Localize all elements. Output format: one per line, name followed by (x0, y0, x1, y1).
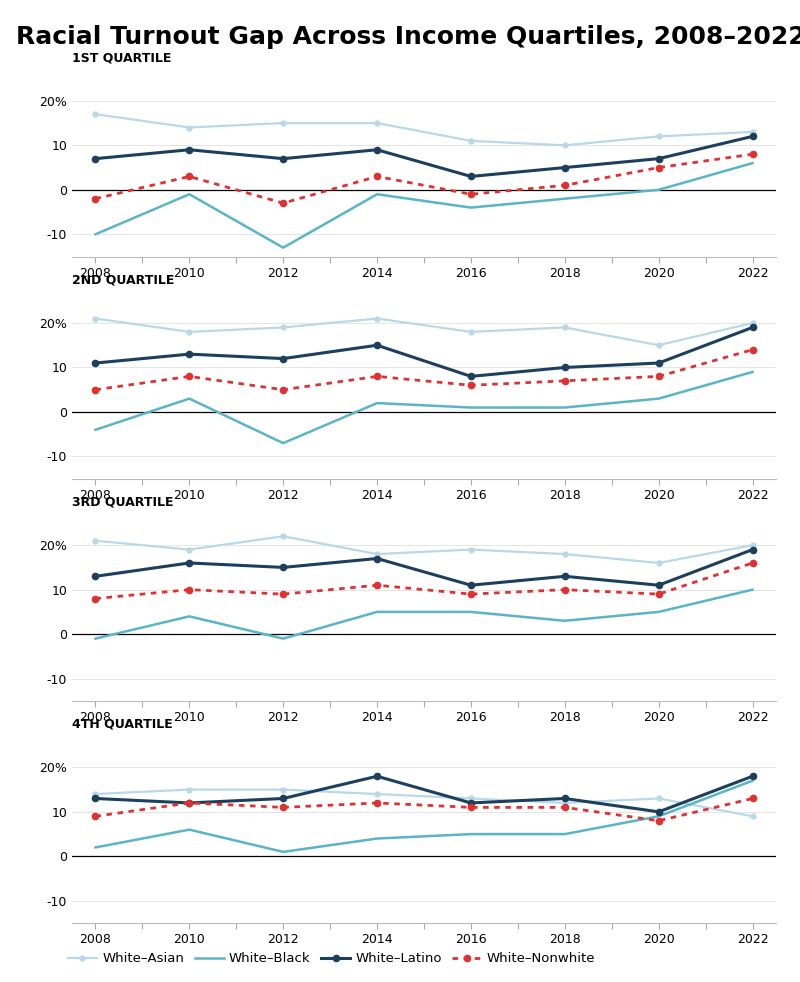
Legend: White–Asian, White–Black, White–Latino, White–Nonwhite: White–Asian, White–Black, White–Latino, … (62, 947, 601, 970)
Text: 1ST QUARTILE: 1ST QUARTILE (72, 51, 171, 65)
Text: Racial Turnout Gap Across Income Quartiles, 2008–2022: Racial Turnout Gap Across Income Quartil… (16, 25, 800, 48)
Text: 2ND QUARTILE: 2ND QUARTILE (72, 274, 174, 287)
Text: 4TH QUARTILE: 4TH QUARTILE (72, 718, 173, 731)
Text: 3RD QUARTILE: 3RD QUARTILE (72, 496, 174, 509)
